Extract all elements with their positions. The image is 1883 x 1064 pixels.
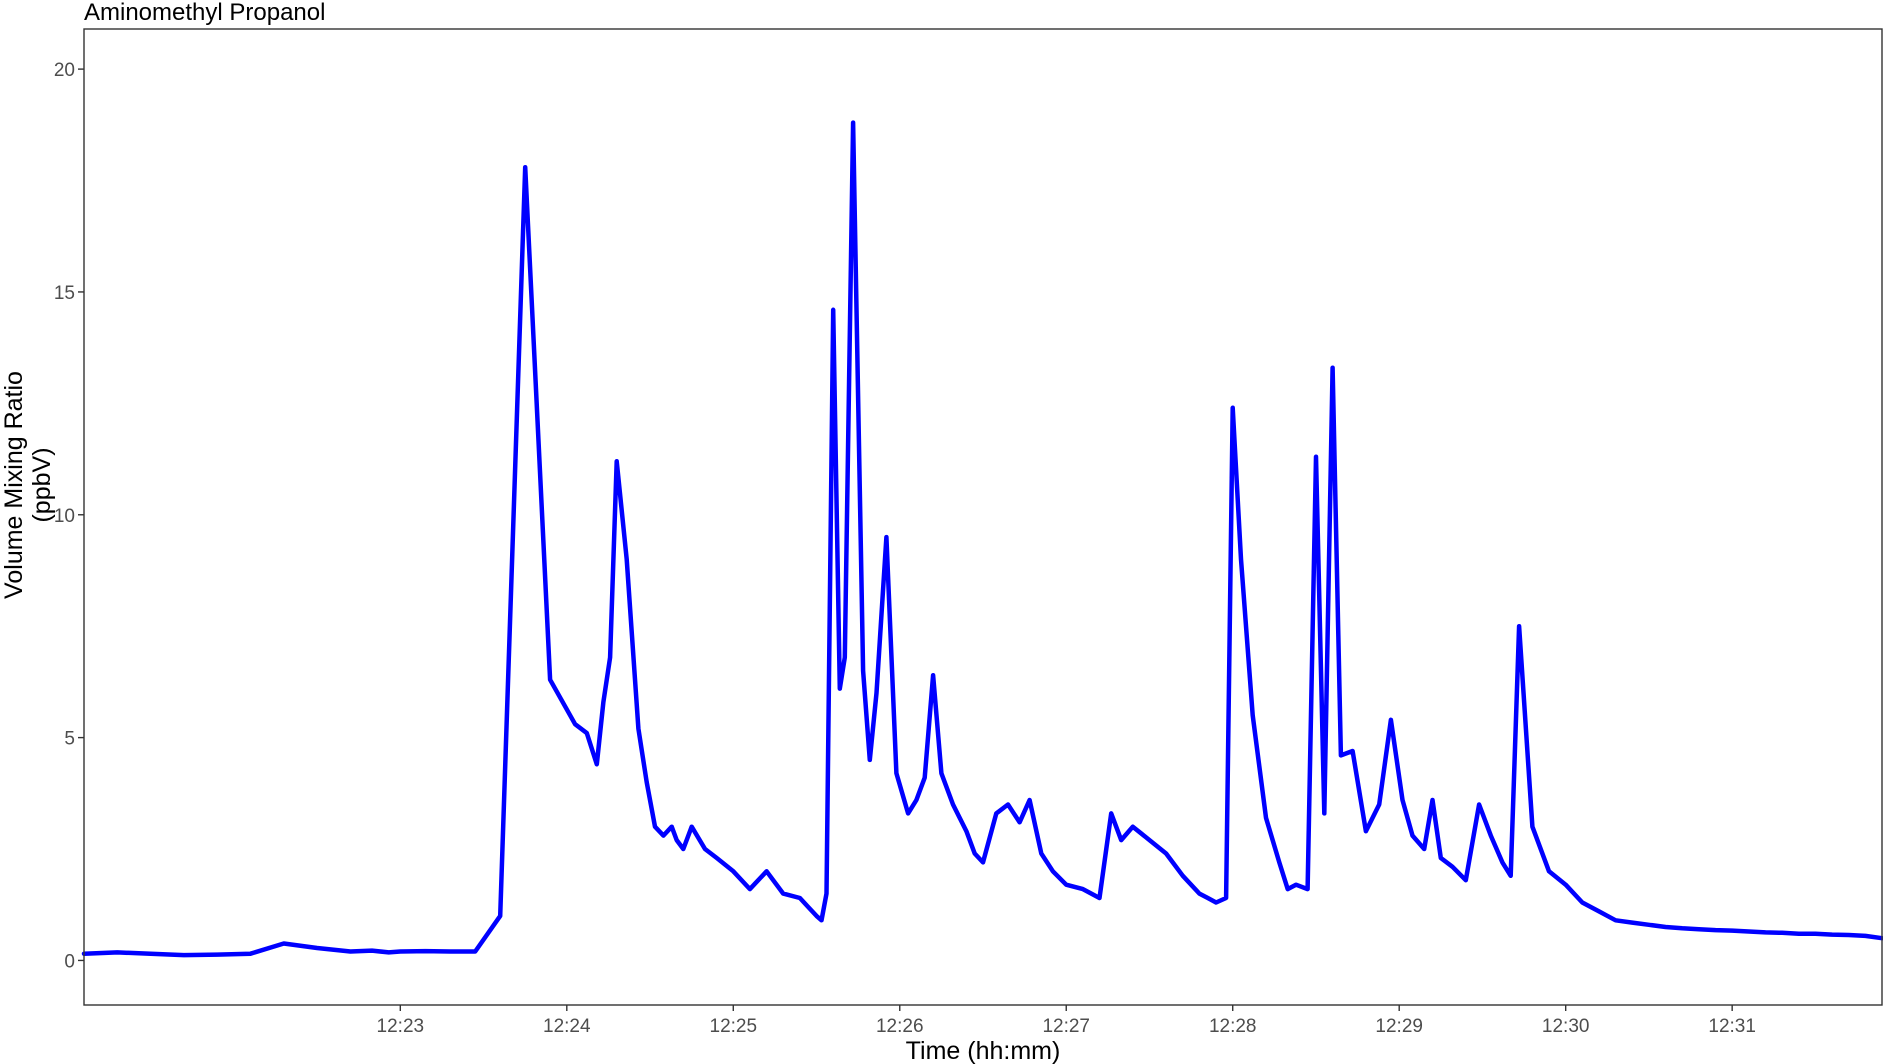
y-tick-label: 20 xyxy=(54,60,75,81)
x-tick-label: 12:23 xyxy=(377,1016,425,1037)
chart-title: Aminomethyl Propanol xyxy=(84,0,325,26)
y-tick-label: 0 xyxy=(64,951,75,972)
y-tick-label: 5 xyxy=(64,729,75,750)
x-tick-label: 12:31 xyxy=(1708,1016,1756,1037)
panel-border xyxy=(83,28,1883,1006)
x-tick-label: 12:25 xyxy=(710,1016,758,1037)
series-line xyxy=(81,120,1883,958)
x-axis: 12:23 12:24 12:25 12:26 12:27 12:28 12:29 12:30… xyxy=(377,1005,1756,1037)
x-tick-label: 12:30 xyxy=(1542,1016,1590,1037)
y-tick-label: 10 xyxy=(54,506,75,527)
x-tick-label: 12:27 xyxy=(1042,1016,1090,1037)
y-axis-label-line-2: (ppbV) xyxy=(28,447,56,522)
y-tick-label: 15 xyxy=(54,283,75,304)
x-axis-label: Time (hh:mm) xyxy=(906,1037,1061,1064)
y-axis-label-line-1: Volume Mixing Ratio xyxy=(0,371,28,599)
plot-area xyxy=(81,28,1883,1006)
y-axis: 0 5 10 15 20 xyxy=(54,60,84,972)
y-axis-label: Volume Mixing Ratio (ppbV) xyxy=(0,371,56,599)
x-tick-label: 12:29 xyxy=(1375,1016,1423,1037)
x-tick-label: 12:24 xyxy=(543,1016,591,1037)
x-tick-label: 12:26 xyxy=(876,1016,924,1037)
x-tick-label: 12:28 xyxy=(1209,1016,1257,1037)
